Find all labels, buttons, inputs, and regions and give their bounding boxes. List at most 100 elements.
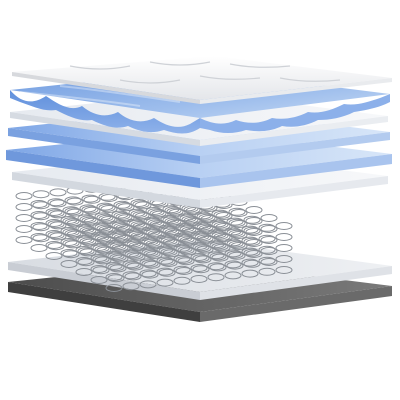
spring-turn (139, 236, 157, 245)
spring-turn (245, 206, 263, 214)
spring-turn (228, 240, 246, 249)
spring-turn (130, 199, 148, 207)
spring-turn (30, 211, 48, 219)
spring-turn (109, 242, 127, 251)
spring-turn (211, 209, 229, 218)
spring-turn (45, 241, 63, 249)
spring-turn (96, 213, 114, 222)
spring-turn (228, 229, 246, 238)
spring-turn (81, 205, 99, 214)
spring-turn (98, 214, 116, 223)
spring-turn (79, 237, 97, 246)
spring-turn (196, 223, 214, 232)
spring-turn (15, 236, 33, 244)
spring-turn (111, 221, 129, 230)
spring-turn (241, 236, 259, 245)
spring-turn (192, 221, 210, 230)
spring-turn (130, 221, 148, 229)
spring-turn (32, 190, 50, 199)
spring-turn (173, 265, 191, 274)
spring-turn (122, 271, 140, 280)
spring-turn (64, 229, 82, 238)
spring-coil (243, 215, 261, 268)
spring-turn (226, 228, 244, 237)
spring-coil (126, 218, 144, 271)
spring-turn (211, 242, 229, 251)
spring-turn (228, 218, 246, 227)
spring-coil (260, 214, 278, 266)
spring-turn (115, 202, 133, 210)
spring-turn (224, 249, 242, 258)
spring-turn (132, 200, 150, 209)
spring-turn (207, 240, 225, 249)
spring-turn (32, 201, 50, 210)
spring-turn (107, 241, 125, 250)
spring-turn (230, 220, 248, 228)
spring-turn (49, 199, 67, 208)
spring-turn (124, 261, 142, 270)
spring-turn (15, 225, 33, 233)
spring-turn (126, 218, 144, 227)
spring-coil (92, 222, 110, 275)
spring-turn (209, 230, 227, 239)
spring-turn (105, 240, 123, 248)
spring-turn (64, 218, 82, 227)
spring-coil (211, 209, 229, 262)
spring-turn (160, 248, 178, 256)
spring-turn (75, 235, 93, 243)
spring-turn (275, 233, 293, 241)
spring-turn (143, 249, 161, 258)
spring-turn (143, 260, 161, 269)
spring-turn (94, 256, 112, 265)
spring-turn (122, 260, 140, 269)
spring-coil (77, 214, 95, 267)
spring-turn (77, 236, 95, 245)
spring-turn (260, 214, 278, 222)
spring-coil (30, 200, 48, 252)
spring-turn (209, 219, 227, 228)
spring-turn (173, 232, 191, 241)
spring-coil (32, 190, 50, 243)
spring-coil (192, 221, 210, 274)
spring-turn (45, 230, 63, 238)
spring-turn (147, 219, 165, 228)
spring-turn (241, 269, 259, 278)
spring-turn (66, 208, 84, 217)
spring-turn (192, 254, 210, 263)
spring-turn (90, 243, 108, 251)
spring-turn (139, 269, 157, 278)
spring-coil (64, 196, 82, 249)
spring-turn (60, 260, 78, 268)
spring-turn (124, 228, 142, 237)
spring-turn (75, 246, 93, 254)
spring-turn (245, 239, 263, 247)
spring-turn (156, 245, 174, 254)
spring-turn (32, 212, 50, 221)
spring-turn (156, 278, 174, 287)
spring-turn (75, 224, 93, 232)
spring-turn (194, 222, 212, 231)
spring-turn (128, 219, 146, 228)
spring-turn (60, 238, 78, 246)
spring-turn (60, 227, 78, 235)
spring-turn (105, 273, 123, 281)
spring-turn (62, 206, 80, 215)
spring-turn (226, 250, 244, 259)
spring-turn (60, 249, 78, 257)
spring-turn (190, 275, 208, 283)
spring-coil (275, 222, 293, 274)
spring-turn (160, 226, 178, 234)
spring-turn (145, 207, 163, 215)
spring-turn (226, 261, 244, 270)
spring-turn (181, 215, 199, 224)
spring-turn (145, 229, 163, 237)
spring-turn (32, 234, 50, 243)
spring-turn (94, 245, 112, 254)
spring-turn (92, 266, 110, 275)
spring-coil (15, 192, 33, 244)
spring-turn (177, 257, 195, 266)
spring-turn (47, 231, 65, 240)
spring-coil (122, 238, 140, 291)
spring-turn (62, 217, 80, 226)
spring-turn (62, 250, 80, 259)
